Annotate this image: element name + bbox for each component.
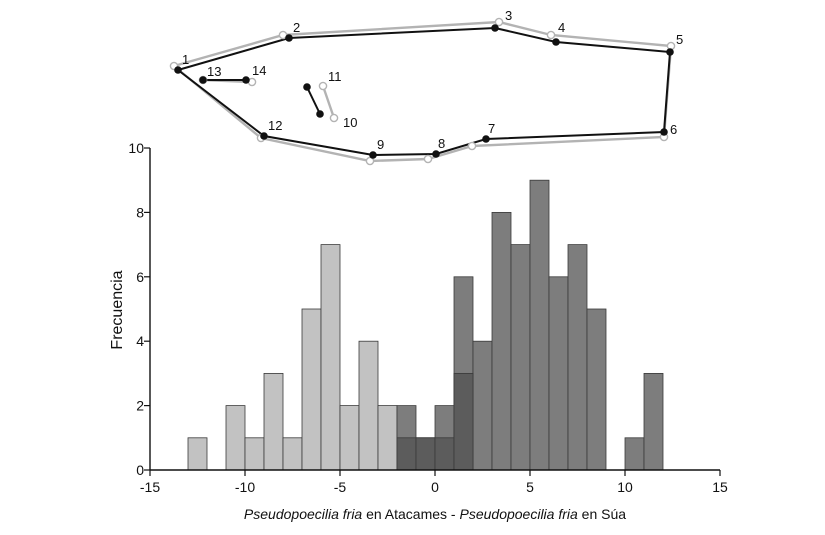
landmark-marker <box>174 66 182 74</box>
x-tick-label: 0 <box>431 479 439 495</box>
x-axis-label-part: en Atacames - <box>362 506 460 522</box>
x-tick-label: 10 <box>617 479 633 495</box>
landmark-alt-marker <box>423 154 433 164</box>
x-tick-label: 5 <box>526 479 534 495</box>
segment-mean <box>306 86 321 115</box>
bar-light <box>377 405 398 471</box>
y-tick-label: 0 <box>136 462 144 478</box>
landmark-marker <box>660 128 668 136</box>
y-tick-label: 10 <box>128 140 144 156</box>
landmark-label: 5 <box>676 32 683 47</box>
bar-light <box>225 405 246 471</box>
landmark-alt-marker <box>546 30 556 40</box>
landmark-alt-marker <box>318 81 328 91</box>
bar-dark <box>624 437 645 471</box>
landmark-marker <box>432 150 440 158</box>
landmark-alt-marker <box>494 17 504 27</box>
landmark-label: 14 <box>252 63 266 78</box>
bar-dark <box>529 179 550 471</box>
landmark-label: 4 <box>558 20 565 35</box>
x-tick-label: -5 <box>334 479 347 495</box>
bar-light <box>244 437 265 471</box>
x-axis-label-part: en Súa <box>577 506 627 522</box>
x-axis-label: Pseudopoecilia fria en Atacames - Pseudo… <box>150 506 720 522</box>
landmark-marker <box>242 76 250 84</box>
landmark-label: 2 <box>293 20 300 35</box>
landmark-marker <box>199 76 207 84</box>
x-tick-label: -10 <box>235 479 255 495</box>
landmark-label: 1 <box>182 52 189 67</box>
bar-overlap <box>396 437 417 471</box>
bar-light <box>320 244 341 471</box>
bar-dark <box>548 276 569 471</box>
segment-alt <box>321 85 336 119</box>
landmark-label: 9 <box>377 137 384 152</box>
landmark-label: 10 <box>343 115 357 130</box>
overlap-bars <box>396 372 474 471</box>
landmark-label: 6 <box>670 122 677 137</box>
outline-mean <box>177 26 672 157</box>
bar-dark <box>472 340 493 471</box>
outline-alt <box>173 20 673 163</box>
landmark-label: 11 <box>328 69 342 84</box>
landmark-alt-marker <box>278 30 288 40</box>
bar-overlap <box>434 437 455 471</box>
landmark-marker <box>316 110 324 118</box>
axes: -15 -10 -5 0 5 10 15 0 2 4 6 8 10 <box>128 140 728 495</box>
y-tick-label: 6 <box>136 269 144 285</box>
bar-light <box>282 437 303 471</box>
bar-light <box>301 308 322 471</box>
bar-overlap <box>453 372 474 471</box>
landmark-label: 3 <box>505 8 512 23</box>
bar-light <box>263 372 284 471</box>
landmark-marker <box>285 34 293 42</box>
y-tick-label: 4 <box>136 333 144 349</box>
histogram: -15 -10 -5 0 5 10 15 0 2 4 6 8 10 Frecuencia <box>109 140 728 495</box>
landmark-marker <box>491 24 499 32</box>
landmark-alt-marker <box>467 141 477 151</box>
landmark-marker <box>482 135 490 143</box>
bar-overlap <box>415 437 436 471</box>
series-light-bars <box>187 244 474 471</box>
landmark-label: 8 <box>438 136 445 151</box>
landmark-alt-marker <box>365 156 375 166</box>
bar-light <box>339 405 360 471</box>
x-axis-label-part: Pseudopoecilia fria <box>459 506 578 522</box>
bar-dark <box>643 372 664 471</box>
y-tick-label: 2 <box>136 398 144 414</box>
y-axis-label: Frecuencia <box>109 270 126 349</box>
x-tick-label: 15 <box>712 479 728 495</box>
bar-dark <box>510 244 531 471</box>
landmark-marker <box>369 151 377 159</box>
landmark-marker <box>260 132 268 140</box>
x-tick-label: -15 <box>140 479 160 495</box>
landmark-marker <box>303 83 311 91</box>
landmark-label: 12 <box>268 118 282 133</box>
bar-dark <box>491 211 512 471</box>
landmark-marker <box>552 38 560 46</box>
landmark-marker <box>666 48 674 56</box>
x-axis-label-part: Pseudopoecilia fria <box>243 506 363 522</box>
bar-dark <box>567 244 588 471</box>
y-tick-label: 8 <box>136 204 144 220</box>
landmark-label: 13 <box>207 64 221 79</box>
landmark-alt-marker <box>329 113 339 123</box>
bar-light <box>187 437 208 471</box>
bar-light <box>358 340 379 471</box>
landmark-label: 7 <box>488 121 495 136</box>
series-dark-bars <box>396 179 664 471</box>
bar-dark <box>586 308 607 471</box>
